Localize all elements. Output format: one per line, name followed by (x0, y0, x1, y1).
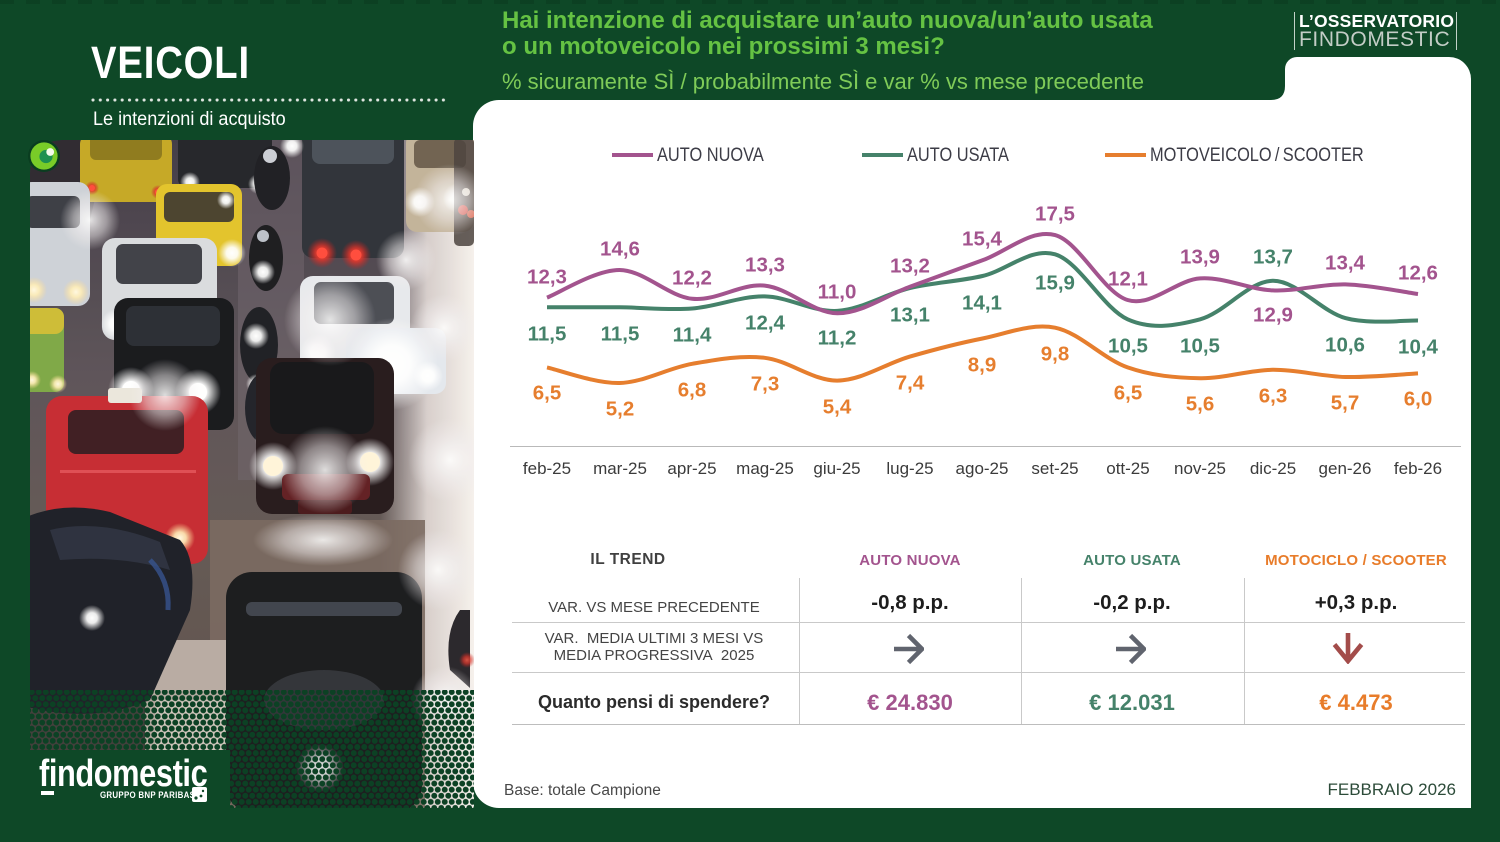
svg-text:12,2: 12,2 (672, 267, 712, 290)
svg-text:11,2: 11,2 (818, 327, 857, 350)
svg-text:5,2: 5,2 (606, 398, 635, 421)
svg-text:8,9: 8,9 (968, 354, 997, 377)
svg-text:14,6: 14,6 (600, 238, 640, 261)
svg-text:13,4: 13,4 (1325, 252, 1365, 275)
svg-text:13,1: 13,1 (890, 304, 930, 327)
svg-text:14,1: 14,1 (962, 292, 1002, 315)
svg-text:7,4: 7,4 (896, 372, 925, 395)
svg-text:13,9: 13,9 (1180, 246, 1220, 269)
svg-text:15,9: 15,9 (1035, 272, 1075, 295)
svg-text:6,8: 6,8 (678, 379, 707, 402)
svg-text:12,4: 12,4 (745, 312, 785, 335)
svg-text:12,1: 12,1 (1108, 268, 1148, 291)
svg-text:11,0: 11,0 (818, 281, 857, 304)
svg-text:13,7: 13,7 (1253, 246, 1293, 269)
svg-text:7,3: 7,3 (751, 373, 780, 396)
svg-text:6,5: 6,5 (533, 382, 562, 405)
svg-text:12,9: 12,9 (1253, 304, 1293, 327)
svg-text:15,4: 15,4 (962, 228, 1002, 251)
svg-text:5,6: 5,6 (1186, 393, 1215, 416)
svg-text:11,5: 11,5 (601, 323, 640, 346)
svg-text:10,6: 10,6 (1325, 334, 1365, 357)
svg-text:13,3: 13,3 (745, 254, 785, 277)
svg-text:6,3: 6,3 (1259, 385, 1288, 408)
svg-text:9,8: 9,8 (1041, 343, 1070, 366)
svg-text:12,3: 12,3 (527, 266, 567, 289)
svg-text:12,6: 12,6 (1398, 262, 1438, 285)
svg-text:11,4: 11,4 (673, 324, 712, 347)
svg-text:11,5: 11,5 (528, 323, 567, 346)
svg-text:6,0: 6,0 (1404, 388, 1433, 411)
svg-text:10,5: 10,5 (1180, 335, 1220, 358)
svg-text:17,5: 17,5 (1035, 203, 1075, 226)
svg-text:6,5: 6,5 (1114, 382, 1143, 405)
svg-text:13,2: 13,2 (890, 255, 930, 278)
svg-text:5,4: 5,4 (823, 396, 852, 419)
svg-text:10,4: 10,4 (1398, 336, 1438, 359)
svg-text:5,7: 5,7 (1331, 392, 1360, 415)
svg-text:10,5: 10,5 (1108, 335, 1148, 358)
